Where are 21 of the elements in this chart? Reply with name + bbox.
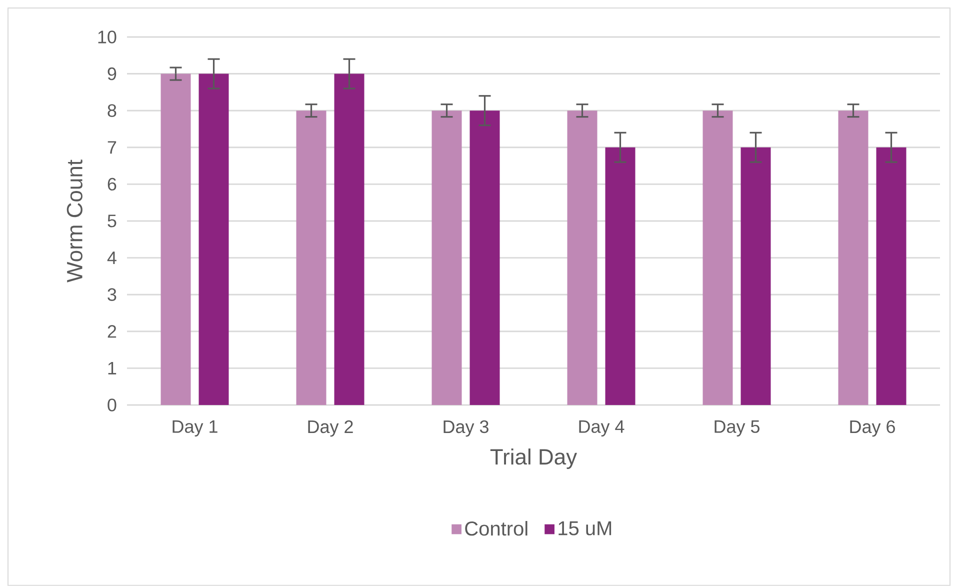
y-axis-title: Worm Count	[66, 160, 82, 283]
x-axis-title: Trial Day	[490, 448, 578, 470]
y-tick-label: 1	[108, 362, 116, 374]
y-tick-label: 3	[108, 288, 116, 302]
x-tick-label: Day 2	[308, 420, 353, 437]
y-tick-label: 6	[108, 178, 116, 191]
y-tick-label: 9	[108, 68, 116, 80]
x-tick-label: Day 1	[172, 420, 218, 437]
legend-label: Control	[465, 521, 528, 536]
y-tick-label: 2	[108, 325, 116, 338]
y-tick-label: 0	[108, 398, 116, 412]
y-tick-label: 10	[98, 30, 116, 44]
y-tick-label: 5	[108, 214, 116, 228]
x-tick-label: Day 6	[850, 420, 895, 437]
y-tick-label: 4	[107, 252, 116, 264]
legend-label: 15 uM	[558, 521, 612, 536]
y-tick-label: 7	[108, 141, 116, 154]
y-tick-label: 8	[108, 104, 116, 118]
x-tick-label: Day 3	[444, 420, 488, 437]
x-tick-label: Day 5	[714, 420, 760, 437]
x-tick-label: Day 4	[579, 420, 624, 437]
